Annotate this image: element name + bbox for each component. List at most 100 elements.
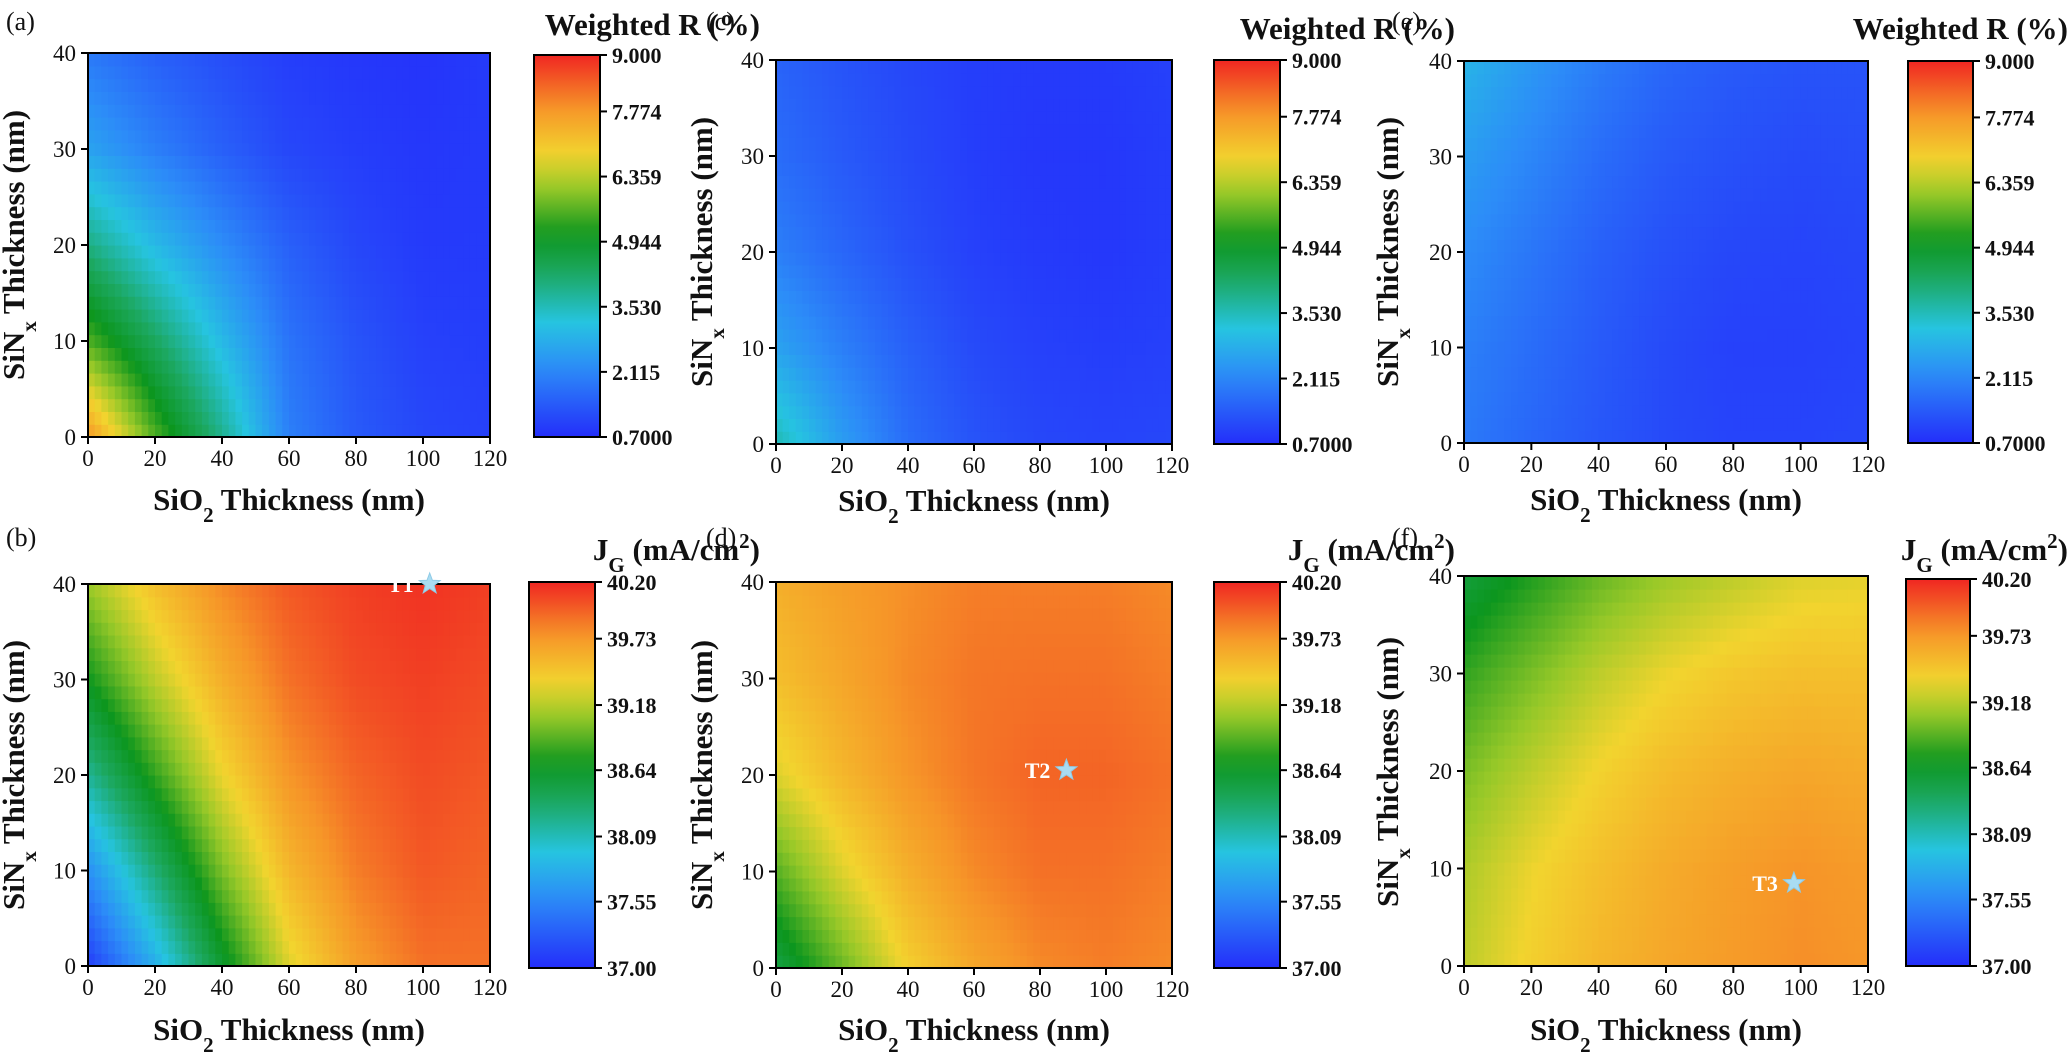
heatmap-cell [463,647,471,661]
heatmap-cell [1066,226,1074,240]
heatmap-cell [228,385,236,400]
heatmap-cell [94,673,102,687]
heatmap-cell [201,334,210,348]
heatmap-cell [248,232,257,246]
heatmap-cell [262,373,270,387]
heatmap-cell [1013,213,1021,227]
heatmap-cell [201,373,210,387]
heatmap-cell [255,321,263,336]
heatmap-cell [322,142,330,156]
heatmap-cell [175,915,183,929]
heatmap-cell [356,876,364,891]
heatmap-cell [828,290,836,304]
heatmap-cell [342,838,350,852]
heatmap-cell [222,813,230,827]
heatmap-cell [262,424,270,438]
heatmap-cell [1158,252,1166,266]
heatmap-cell [782,226,790,240]
heatmap-cell [921,162,929,176]
heatmap-cell [1165,380,1173,394]
heatmap-cell [436,902,444,916]
heatmap-cell [309,838,317,852]
heatmap-cell [974,354,982,368]
heatmap-cell [1007,239,1015,253]
heatmap-cell [881,162,889,176]
heatmap-cell [356,851,364,865]
heatmap-cell [275,309,283,323]
heatmap-cell [402,825,411,840]
heatmap-cell [188,838,196,852]
heatmap-cell [429,800,437,814]
heatmap-cell [861,303,869,317]
heatmap-cell [342,347,350,361]
heatmap-cell [960,431,968,445]
heatmap-cell [222,104,230,118]
heatmap-cell [121,940,129,954]
heatmap-cell [302,876,310,891]
heatmap-cell [268,424,277,438]
heatmap-cell [456,206,464,220]
heatmap-cell [483,142,491,156]
heatmap-cell [1073,239,1081,253]
heatmap-cell [436,825,444,840]
heatmap-cell [429,334,437,348]
heatmap-cell [423,876,431,891]
heatmap-cell [329,398,337,412]
heatmap-cell [1165,316,1173,330]
heatmap-cell [201,91,210,105]
heatmap-cell [315,584,324,598]
heatmap-cell [423,838,431,852]
heatmap-cell [416,117,424,131]
heatmap-cell [1119,380,1127,394]
heatmap-cell [181,889,190,903]
heatmap-cell [108,749,116,763]
heatmap-cell [1040,328,1048,343]
heatmap-cell [1125,277,1133,291]
heatmap-cell [134,206,143,220]
heatmap-cell [155,155,163,169]
heatmap-cell [275,385,283,400]
heatmap-cell [255,787,263,802]
heatmap-cell [1119,252,1127,266]
heatmap-cell [369,609,377,623]
heatmap-cell [356,117,364,131]
heatmap-cell [141,78,149,92]
heatmap-cell [416,584,424,598]
heatmap-cell [275,609,283,623]
heatmap-cell [248,53,257,67]
heatmap-cell [1139,316,1147,330]
heatmap-cell [463,385,471,400]
heatmap-cell [228,283,236,297]
heatmap-cell [262,219,270,233]
heatmap-cell [128,53,136,67]
heatmap-cell [195,800,203,814]
heatmap-cell [1059,341,1067,355]
heatmap-cell [1092,328,1100,343]
heatmap-cell [262,206,270,220]
heatmap-cell [215,398,223,412]
heatmap-cell [429,117,437,131]
heatmap-cell [1046,188,1054,202]
heatmap-cell [402,876,411,891]
heatmap-cell [987,341,995,355]
heatmap-cell [881,341,889,355]
heatmap-cell [469,851,478,865]
heatmap-cell [161,232,169,246]
heatmap-cell [967,354,975,368]
heatmap-cell [369,902,377,916]
heatmap-cell [248,927,257,942]
heatmap-cell [282,283,290,297]
heatmap-cell [423,142,431,156]
heatmap-cell [208,851,216,865]
heatmap-cell [436,181,444,195]
heatmap-cell [181,927,190,942]
heatmap-cell [329,181,337,195]
heatmap-cell [121,155,129,169]
heatmap-cell [94,864,102,878]
heatmap-cell [835,252,843,266]
heatmap-cell [809,303,817,317]
heatmap-cell [429,736,437,751]
heatmap-cell [181,53,190,67]
heatmap-cell [114,800,123,814]
heatmap-cell [195,902,203,916]
